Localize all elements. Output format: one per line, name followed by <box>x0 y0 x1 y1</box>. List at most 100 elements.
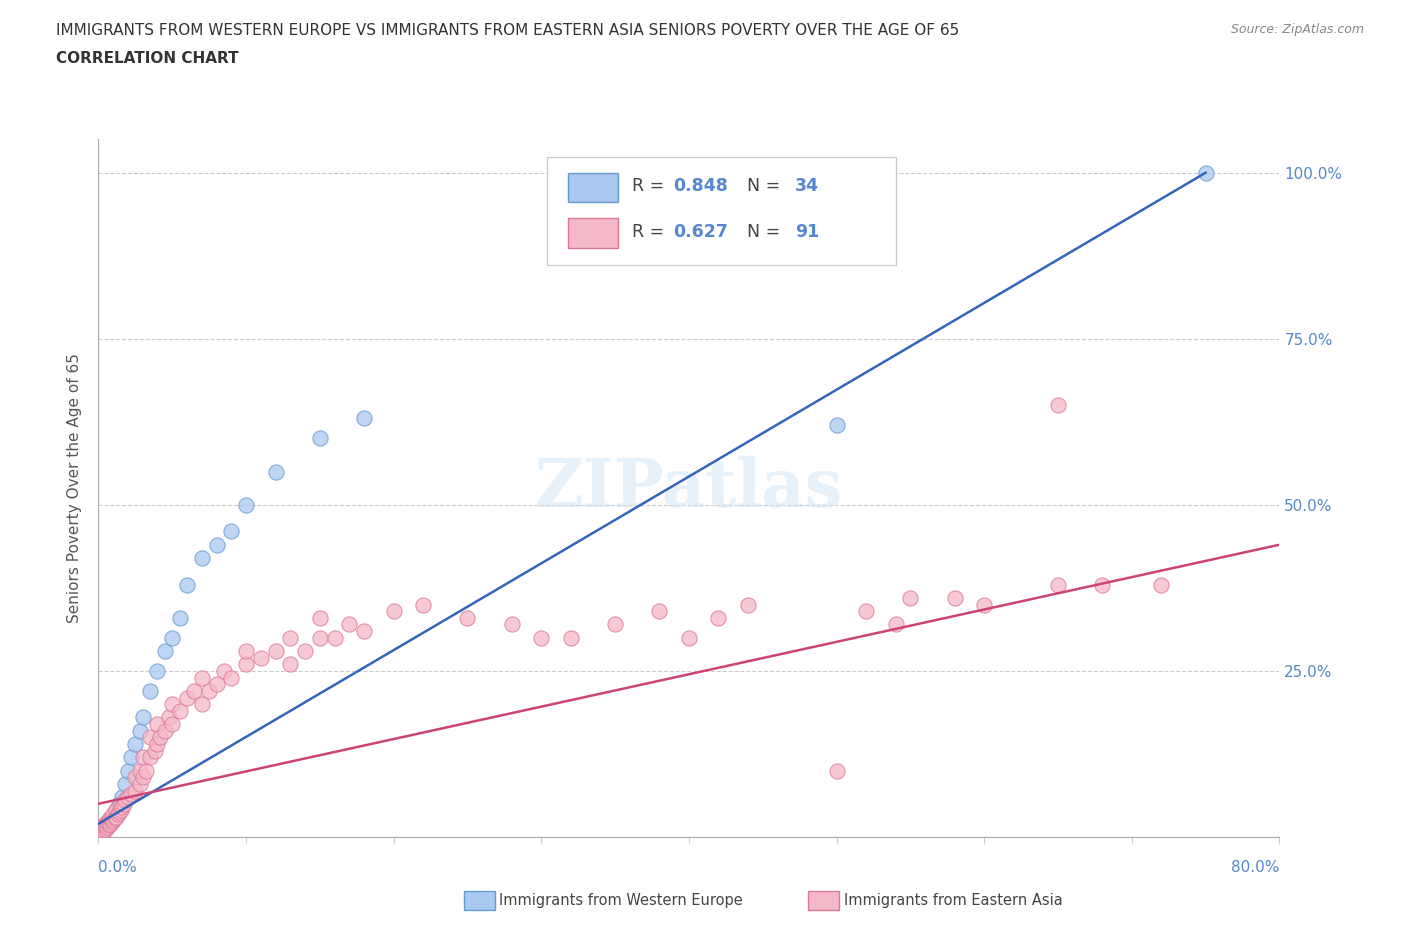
Point <box>110 803 132 817</box>
Point <box>103 806 125 821</box>
Point <box>89 824 111 839</box>
FancyBboxPatch shape <box>568 173 619 203</box>
Point <box>94 821 117 836</box>
Text: ZIPatlas: ZIPatlas <box>534 456 844 521</box>
Point <box>90 821 112 836</box>
Point <box>105 803 128 817</box>
Point <box>97 817 120 832</box>
Point <box>91 824 114 839</box>
Text: 0.627: 0.627 <box>673 223 728 241</box>
Point <box>191 671 214 685</box>
Point <box>96 817 118 831</box>
Point <box>105 810 128 825</box>
Point <box>353 624 375 639</box>
Point <box>737 597 759 612</box>
Point <box>146 663 169 678</box>
Text: Immigrants from Eastern Asia: Immigrants from Eastern Asia <box>844 893 1063 908</box>
Point <box>1150 578 1173 592</box>
Text: 0.848: 0.848 <box>673 178 728 195</box>
Point <box>97 817 120 832</box>
Point <box>278 657 302 671</box>
Point <box>219 524 242 538</box>
Point <box>98 817 121 831</box>
Point <box>128 777 150 791</box>
Point <box>648 604 671 618</box>
Point <box>353 411 375 426</box>
Point <box>108 804 131 819</box>
Text: 91: 91 <box>796 223 820 241</box>
Point <box>191 697 214 711</box>
Point <box>162 717 183 732</box>
Point <box>309 631 332 645</box>
Text: 34: 34 <box>796 178 820 195</box>
Point <box>678 631 700 645</box>
Point <box>103 813 125 828</box>
Point <box>1046 398 1069 413</box>
Point <box>128 764 150 778</box>
Point <box>205 677 228 692</box>
Point <box>323 631 346 645</box>
Point <box>294 644 316 658</box>
Point <box>94 819 117 834</box>
Point <box>250 650 273 665</box>
Point <box>309 431 332 445</box>
Point <box>124 783 146 798</box>
Point <box>112 796 135 811</box>
Point <box>973 597 995 612</box>
Point <box>117 790 139 804</box>
Point <box>825 764 848 778</box>
Y-axis label: Seniors Poverty Over the Age of 65: Seniors Poverty Over the Age of 65 <box>67 353 83 623</box>
Point <box>98 815 121 830</box>
Point <box>169 703 191 718</box>
Point <box>98 811 121 826</box>
Point <box>560 631 582 645</box>
Point <box>605 617 627 631</box>
Point <box>108 796 131 811</box>
Point <box>100 815 122 830</box>
Point <box>132 710 155 724</box>
Point <box>139 750 162 764</box>
Point <box>132 750 155 764</box>
Point <box>96 819 118 834</box>
Point <box>900 591 922 605</box>
Point <box>124 737 146 751</box>
Point <box>97 813 120 828</box>
Point <box>90 823 112 838</box>
Point <box>90 823 112 838</box>
Point <box>264 464 287 479</box>
Point <box>139 684 162 698</box>
Point <box>139 730 162 745</box>
Point <box>707 610 730 625</box>
Point <box>157 710 180 724</box>
Point <box>162 631 183 645</box>
Point <box>219 671 242 685</box>
Text: 80.0%: 80.0% <box>1232 860 1279 875</box>
Point <box>100 813 122 828</box>
Point <box>105 803 128 817</box>
Point <box>205 538 228 552</box>
FancyBboxPatch shape <box>547 157 896 265</box>
Point <box>339 617 360 631</box>
Point <box>93 821 115 836</box>
Point <box>191 551 214 565</box>
Point <box>943 591 966 605</box>
Point <box>153 644 176 658</box>
Point <box>825 418 848 432</box>
Text: R =: R = <box>633 178 671 195</box>
Point <box>212 663 235 678</box>
Point <box>143 743 166 758</box>
Point <box>183 684 205 698</box>
Point <box>456 610 478 625</box>
Point <box>117 764 139 778</box>
Point <box>104 811 127 826</box>
Point <box>530 631 553 645</box>
Point <box>114 793 136 808</box>
Text: Source: ZipAtlas.com: Source: ZipAtlas.com <box>1230 23 1364 36</box>
Point <box>111 790 134 804</box>
Point <box>93 823 115 838</box>
Point <box>1195 166 1218 180</box>
Point <box>162 697 183 711</box>
Point <box>110 796 132 811</box>
Point <box>91 819 114 834</box>
Text: CORRELATION CHART: CORRELATION CHART <box>56 51 239 66</box>
